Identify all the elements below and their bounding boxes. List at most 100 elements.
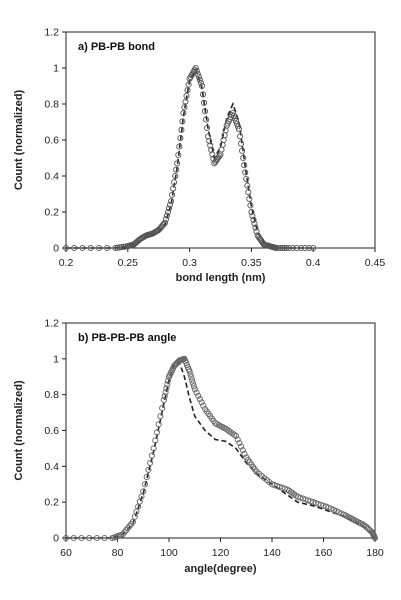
- y-tick-label: 0.8: [44, 389, 59, 401]
- data-point: [199, 91, 207, 98]
- data-point: [254, 232, 261, 239]
- data-point: [232, 118, 240, 125]
- data-point: [78, 534, 85, 542]
- data-point: [159, 405, 166, 412]
- data-point: [166, 201, 174, 208]
- data-point: [196, 76, 203, 84]
- x-tick-label: 180: [366, 547, 384, 559]
- data-point: [273, 244, 280, 252]
- data-point: [164, 208, 172, 216]
- data-point: [234, 436, 241, 443]
- data-point: [114, 244, 121, 251]
- data-point: [246, 195, 253, 202]
- data-point: [277, 244, 284, 252]
- data-point: [148, 452, 155, 459]
- data-point: [312, 500, 319, 507]
- data-point: [194, 70, 201, 78]
- x-tick-label: 140: [263, 547, 281, 559]
- data-point: [279, 484, 286, 491]
- data-point: [242, 169, 249, 176]
- data-point: [252, 224, 259, 231]
- data-point: [162, 389, 169, 396]
- data-point: [136, 498, 143, 505]
- chart-panel-angle: 0 0.2 0.4 0.6 0.8 1 1.2 60 80 100 120 140 160 180 angl…: [13, 318, 384, 576]
- data-point: [62, 534, 70, 542]
- data-point: [196, 396, 203, 403]
- data-point: [230, 112, 237, 119]
- data-point: [124, 525, 131, 532]
- data-point: [240, 154, 247, 162]
- data-point: [195, 73, 202, 81]
- data-point: [145, 466, 152, 473]
- data-point: [185, 81, 192, 88]
- data-point: [301, 244, 309, 252]
- data-point: [93, 534, 100, 542]
- data-point: [192, 64, 199, 72]
- data-point: [213, 157, 220, 164]
- series-circles: [62, 64, 317, 252]
- data-point: [209, 151, 216, 158]
- data-point: [244, 182, 251, 189]
- data-point: [239, 147, 246, 154]
- data-point: [155, 421, 162, 428]
- data-point: [239, 447, 246, 454]
- data-point: [200, 402, 207, 409]
- data-point: [153, 429, 161, 436]
- y-tick-label: 0.4: [44, 171, 59, 183]
- data-point: [253, 228, 260, 235]
- data-point: [188, 374, 195, 381]
- data-point: [189, 377, 196, 384]
- data-point: [293, 244, 300, 252]
- data-point: [245, 189, 252, 196]
- data-point: [297, 494, 304, 501]
- data-point: [140, 488, 147, 495]
- series-circles: [62, 355, 379, 542]
- plot-frame: [65, 31, 376, 249]
- data-point: [79, 244, 86, 252]
- x-tick-label: 160: [315, 547, 333, 559]
- data-point: [160, 396, 167, 404]
- series-line: [66, 67, 314, 249]
- data-point: [241, 450, 248, 457]
- data-point: [71, 244, 78, 252]
- data-point: [164, 381, 171, 388]
- data-point: [141, 481, 149, 488]
- data-point: [235, 126, 243, 133]
- data-point: [197, 79, 204, 87]
- data-point: [248, 208, 255, 216]
- data-point: [207, 142, 214, 149]
- y-tick-label: 1.2: [44, 318, 59, 330]
- data-point: [165, 205, 173, 212]
- y-tick-label: 0.6: [44, 135, 59, 147]
- data-point: [279, 244, 286, 252]
- data-point: [306, 244, 313, 252]
- panel-title: a) PB-PB bond: [78, 41, 155, 53]
- series-line: [66, 361, 376, 539]
- data-point: [198, 399, 205, 406]
- data-point: [205, 133, 212, 140]
- data-point: [285, 244, 292, 252]
- data-point: [310, 499, 317, 506]
- data-point: [87, 244, 94, 252]
- data-point: [289, 244, 296, 252]
- panel-title: b) PB-PB-PB angle: [78, 332, 176, 344]
- data-point: [163, 385, 170, 392]
- data-point: [147, 459, 154, 466]
- data-point: [307, 498, 314, 505]
- x-tick-label: 120: [212, 547, 230, 559]
- data-point: [180, 109, 187, 117]
- y-tick-label: 1.2: [44, 27, 59, 39]
- y-tick-label: 0: [53, 533, 59, 545]
- data-point: [247, 202, 254, 209]
- data-point: [251, 220, 258, 227]
- data-point: [220, 136, 227, 144]
- data-point: [236, 439, 243, 447]
- data-point: [283, 244, 290, 252]
- data-point: [181, 104, 188, 111]
- x-tick-label: 0.35: [241, 257, 262, 269]
- data-point: [178, 126, 185, 133]
- data-point: [274, 482, 281, 490]
- y-tick-label: 0.6: [44, 425, 59, 437]
- data-point: [189, 380, 197, 387]
